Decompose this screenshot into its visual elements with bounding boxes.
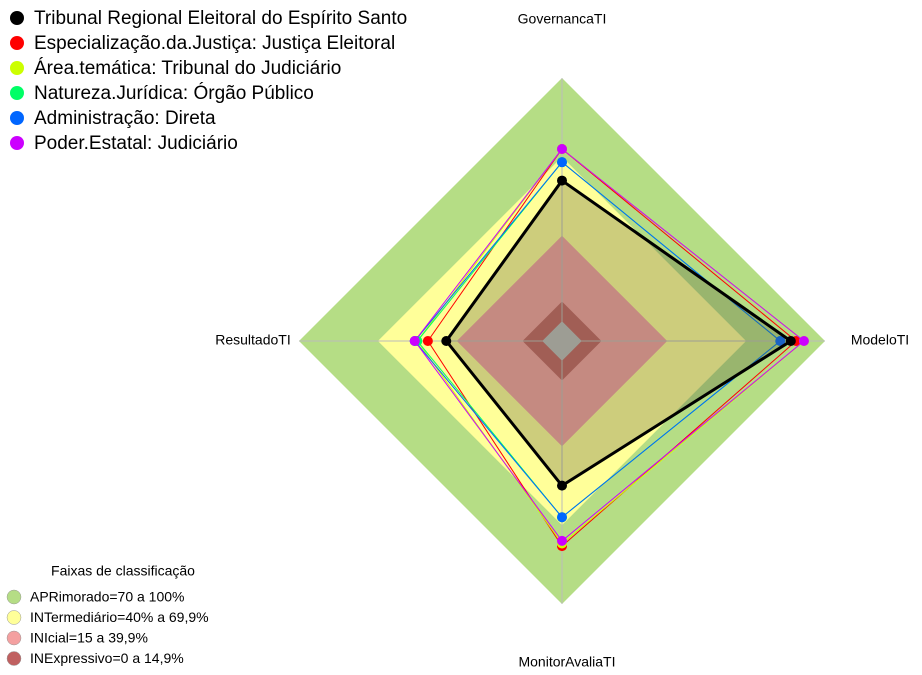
axis-label: GovernancaTI: [518, 11, 607, 27]
series-point: [557, 175, 567, 186]
axis-label: ResultadoTI: [215, 332, 290, 348]
legend-label: Natureza.Jurídica: Órgão Público: [34, 82, 314, 104]
legend-marker: [10, 136, 24, 150]
legend-marker: [10, 11, 24, 25]
series-point: [409, 336, 420, 346]
legend-marker: [10, 36, 24, 50]
series-point: [557, 512, 567, 523]
legend-marker: [10, 86, 24, 100]
bands-title: Faixas de classificação: [51, 563, 195, 579]
band-legend-label: APRimorado=70 a 100%: [30, 589, 185, 605]
legend-label: Tribunal Regional Eleitoral do Espírito …: [34, 8, 407, 29]
series-point: [775, 336, 786, 346]
series-point: [557, 157, 567, 168]
legend-marker: [10, 61, 24, 75]
series-point: [785, 336, 796, 346]
legend-label: Especialização.da.Justiça: Justiça Eleit…: [34, 33, 395, 54]
series-point: [441, 336, 452, 346]
legend-label: Poder.Estatal: Judiciário: [34, 133, 238, 154]
axis-label: ModeloTI: [851, 332, 909, 348]
legend-label: Administração: Direta: [34, 108, 216, 129]
series-point: [798, 336, 809, 346]
band-legend-marker: [6, 651, 22, 666]
band-legend-marker: [6, 610, 22, 625]
band-legend-label: INExpressivo=0 a 14,9%: [30, 650, 184, 666]
band-legend-marker: [6, 589, 22, 605]
legend-label: Área.temática: Tribunal do Judiciário: [34, 58, 341, 79]
band-legend-marker: [6, 630, 22, 646]
series-point: [557, 144, 567, 155]
axis-label: MonitorAvaliaTI: [518, 654, 615, 670]
series-point: [422, 336, 433, 346]
band-legend-label: INTermediário=40% a 69,9%: [30, 609, 209, 625]
legend-marker: [10, 111, 24, 125]
series-point: [557, 480, 567, 491]
series-point: [557, 535, 567, 546]
band-legend-label: INIcial=15 a 39,9%: [30, 630, 148, 646]
